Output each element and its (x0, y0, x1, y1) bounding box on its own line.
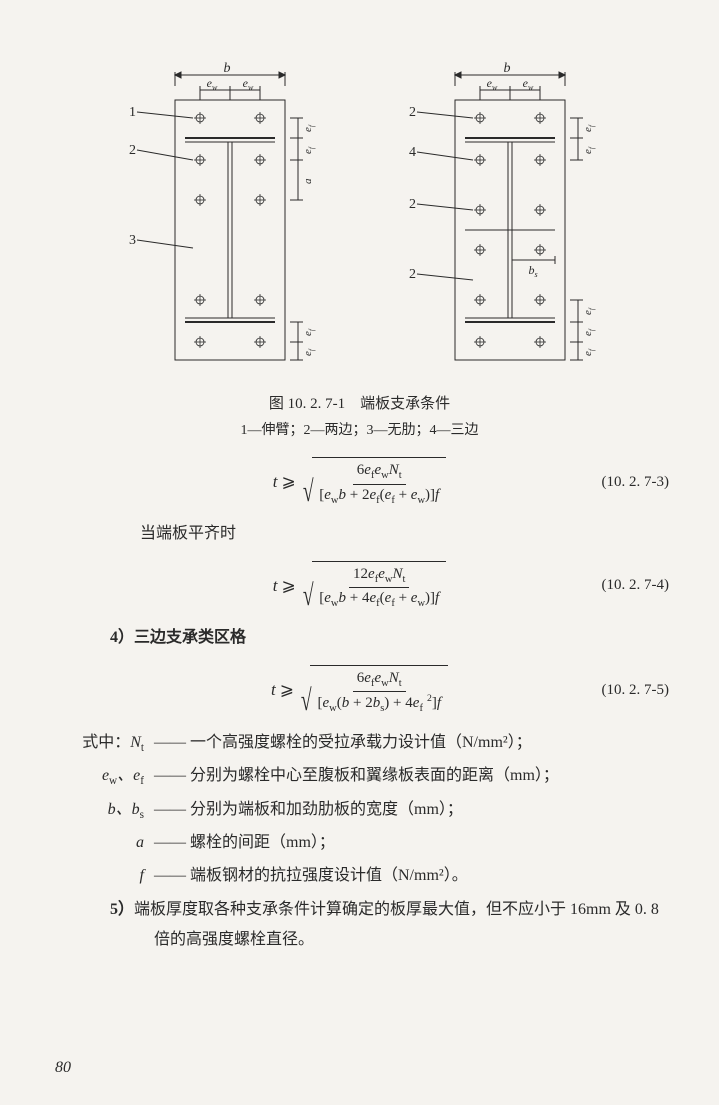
svg-text:4: 4 (409, 145, 416, 160)
svg-text:b: b (503, 61, 510, 76)
formula-10-2-7-5: t⩾ √ 6efewNt [ew(b + 2bs) + 4ef2]f (10. … (50, 665, 669, 716)
figure-left: b ew ew (115, 60, 325, 380)
svg-text:ef: ef (582, 146, 596, 154)
text-flat-endplate: 当端板平齐时 (50, 519, 669, 549)
svg-text:ew: ew (242, 76, 253, 92)
svg-text:ew: ew (522, 76, 533, 92)
page-number: 80 (55, 1059, 71, 1077)
svg-text:2: 2 (409, 267, 416, 282)
svg-text:2: 2 (409, 105, 416, 120)
figure-area: b ew ew (50, 60, 669, 380)
svg-text:ef: ef (582, 124, 596, 132)
figure-right: b ew ew (395, 60, 605, 380)
def-row: f —— 端板钢材的抗拉强度设计值（N/mm²）。 (50, 861, 669, 891)
svg-text:ef: ef (582, 328, 596, 336)
svg-text:bs: bs (528, 263, 537, 279)
svg-text:a: a (302, 178, 314, 184)
svg-text:ef: ef (582, 348, 596, 356)
svg-text:ef: ef (302, 146, 316, 154)
svg-text:ef: ef (582, 307, 596, 315)
heading-item-4: 4）三边支承类区格 (50, 623, 669, 653)
svg-text:ew: ew (486, 76, 497, 92)
formula-tag: (10. 2. 7-5) (602, 682, 670, 699)
figure-caption: 图 10. 2. 7-1 端板支承条件 (50, 392, 669, 413)
item-5: 5）5）端板厚度取各种支承条件计算确定的板厚最大值，但不应小于 16mm 及 0… (50, 895, 669, 954)
svg-text:ef: ef (302, 124, 316, 132)
formula-10-2-7-3: t⩾ √ 6efewNt [ewb + 2ef(ef + ew)]f (10. … (50, 457, 669, 507)
formula-10-2-7-4: t⩾ √ 12efewNt [ewb + 4ef(ef + ew)]f (10.… (50, 561, 669, 611)
svg-text:3: 3 (129, 233, 136, 248)
svg-text:1: 1 (129, 105, 136, 120)
def-row: b、bs —— 分别为端板和加劲肋板的宽度（mm）； (50, 795, 669, 826)
svg-text:ew: ew (206, 76, 217, 92)
def-row: ew、ef —— 分别为螺栓中心至腹板和翼缘板表面的距离（mm）； (50, 761, 669, 792)
formula-tag: (10. 2. 7-4) (602, 577, 670, 594)
svg-text:2: 2 (129, 143, 136, 158)
def-row: a —— 螺栓的间距（mm）； (50, 828, 669, 858)
figure-legend: 1—伸臂；2—两边；3—无肋；4—三边 (50, 419, 669, 439)
svg-text:ef: ef (302, 348, 316, 356)
svg-text:ef: ef (302, 328, 316, 336)
def-row: 式中：Nt —— 一个高强度螺栓的受拉承载力设计值（N/mm²）； (50, 728, 669, 759)
definitions-list: 式中：Nt —— 一个高强度螺栓的受拉承载力设计值（N/mm²）； ew、ef … (50, 728, 669, 891)
svg-text:b: b (223, 61, 230, 76)
svg-text:2: 2 (409, 197, 416, 212)
formula-tag: (10. 2. 7-3) (602, 474, 670, 491)
